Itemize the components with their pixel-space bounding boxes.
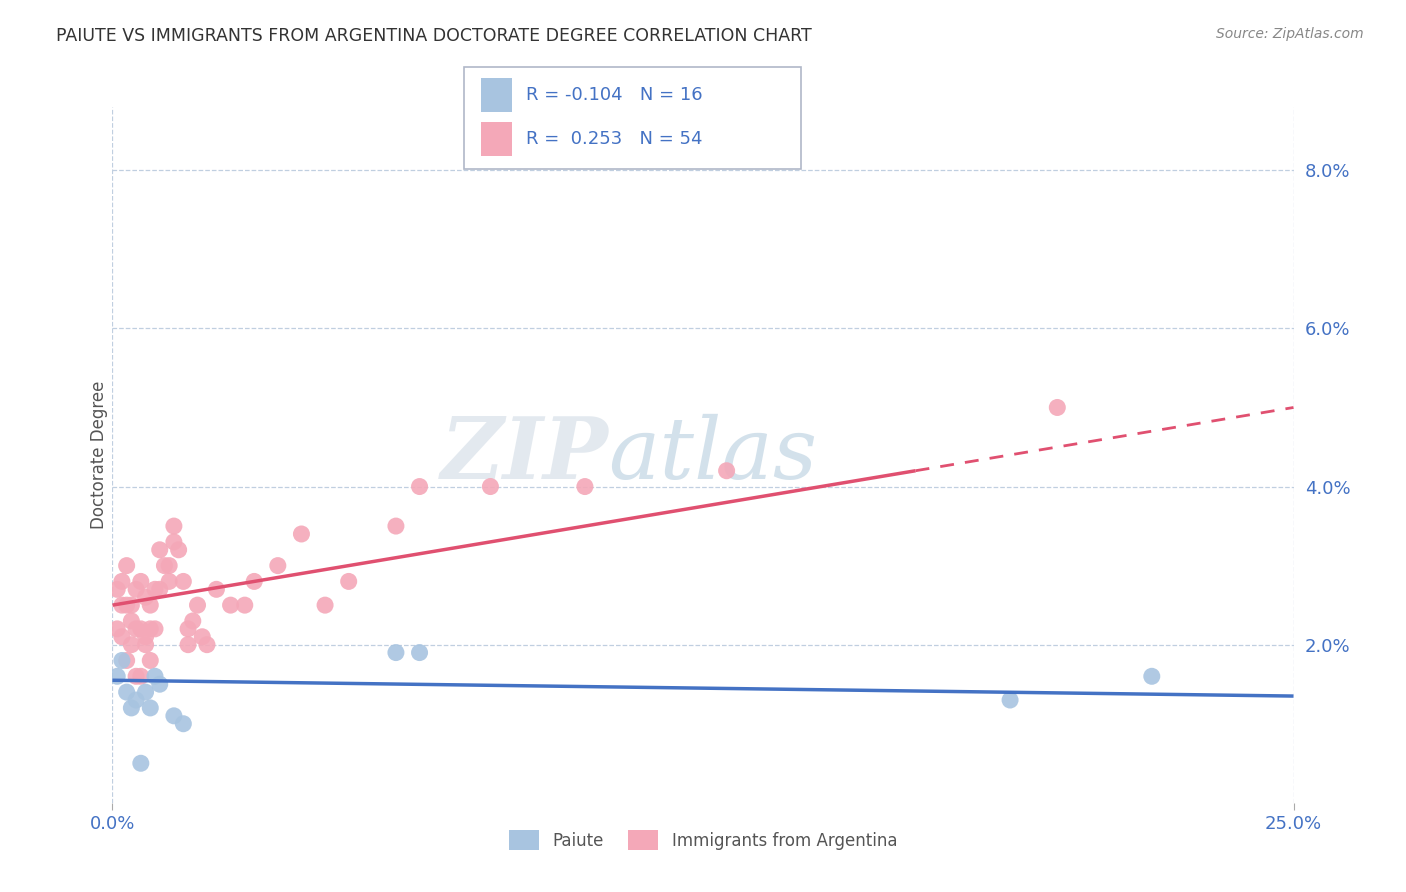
Point <box>163 519 186 533</box>
Point <box>479 479 502 493</box>
Point <box>139 598 162 612</box>
Point <box>143 669 166 683</box>
Point <box>195 638 218 652</box>
Point <box>149 582 172 597</box>
Point <box>574 479 596 493</box>
Point <box>716 464 738 478</box>
Point <box>157 558 180 573</box>
Point <box>408 646 430 660</box>
Point <box>115 598 138 612</box>
Point <box>105 669 128 683</box>
Point <box>149 542 172 557</box>
Point <box>125 669 148 683</box>
Point <box>243 574 266 589</box>
Point <box>219 598 242 612</box>
Point <box>163 708 186 723</box>
Point <box>135 630 157 644</box>
Point <box>157 574 180 589</box>
Point <box>181 614 204 628</box>
Point <box>135 591 157 605</box>
Point <box>163 534 186 549</box>
Point <box>167 542 190 557</box>
Point <box>120 638 142 652</box>
Point <box>139 622 162 636</box>
Point <box>120 701 142 715</box>
Point <box>111 653 134 667</box>
Text: Source: ZipAtlas.com: Source: ZipAtlas.com <box>1216 27 1364 41</box>
Point <box>129 669 152 683</box>
Point <box>290 527 312 541</box>
Point <box>172 574 194 589</box>
Point <box>177 638 200 652</box>
Point <box>115 558 138 573</box>
Point <box>153 558 176 573</box>
Text: PAIUTE VS IMMIGRANTS FROM ARGENTINA DOCTORATE DEGREE CORRELATION CHART: PAIUTE VS IMMIGRANTS FROM ARGENTINA DOCT… <box>56 27 813 45</box>
Point <box>120 614 142 628</box>
Text: R = -0.104   N = 16: R = -0.104 N = 16 <box>526 86 703 103</box>
Point <box>125 582 148 597</box>
Point <box>111 630 134 644</box>
Y-axis label: Doctorate Degree: Doctorate Degree <box>90 381 108 529</box>
Point <box>129 756 152 771</box>
Point <box>129 574 152 589</box>
Point <box>115 685 138 699</box>
Point <box>125 693 148 707</box>
Text: ZIP: ZIP <box>440 413 609 497</box>
Point <box>186 598 208 612</box>
Point <box>105 622 128 636</box>
Point <box>172 716 194 731</box>
Text: atlas: atlas <box>609 414 818 496</box>
Point <box>267 558 290 573</box>
Point <box>1140 669 1163 683</box>
Point <box>385 519 408 533</box>
Legend: Paiute, Immigrants from Argentina: Paiute, Immigrants from Argentina <box>502 823 904 857</box>
Point <box>129 622 152 636</box>
Point <box>139 653 162 667</box>
Point <box>177 622 200 636</box>
Point <box>111 598 134 612</box>
Point <box>149 677 172 691</box>
Point <box>135 638 157 652</box>
Point <box>120 598 142 612</box>
Point <box>143 622 166 636</box>
Point <box>337 574 360 589</box>
Point <box>111 574 134 589</box>
Point <box>139 701 162 715</box>
Point <box>314 598 336 612</box>
Point <box>233 598 256 612</box>
Point <box>115 653 138 667</box>
Point <box>125 622 148 636</box>
Point <box>135 685 157 699</box>
Point <box>385 646 408 660</box>
Point <box>191 630 214 644</box>
Point <box>205 582 228 597</box>
Point <box>998 693 1021 707</box>
Point <box>105 582 128 597</box>
Point <box>143 582 166 597</box>
Text: R =  0.253   N = 54: R = 0.253 N = 54 <box>526 130 703 148</box>
Point <box>408 479 430 493</box>
Point <box>1046 401 1069 415</box>
